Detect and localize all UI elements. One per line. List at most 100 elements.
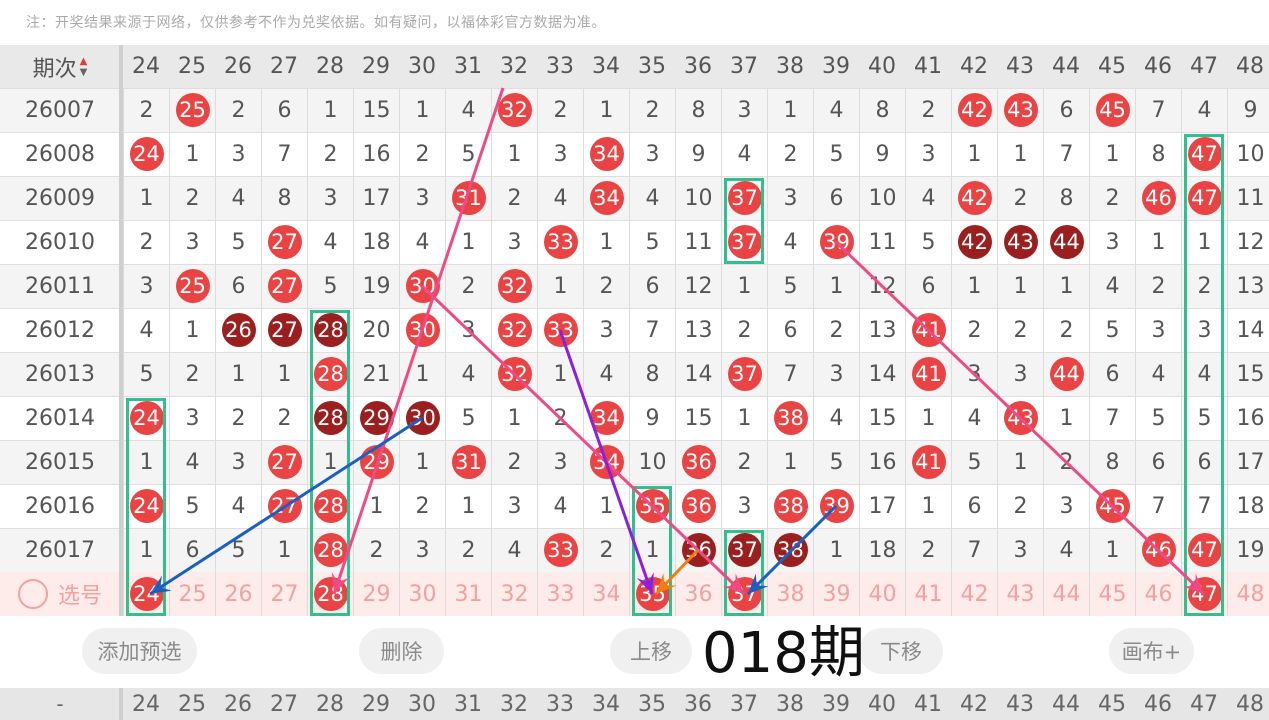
- select-number-cell[interactable]: 36: [675, 572, 721, 616]
- select-number-cell[interactable]: 34: [583, 572, 629, 616]
- select-number-cell[interactable]: 46: [1135, 572, 1181, 616]
- omission-count: 16: [1236, 405, 1265, 431]
- select-number-label[interactable]: 选号: [0, 572, 120, 616]
- table-cell: 1: [1181, 220, 1227, 264]
- select-number-cell[interactable]: 44: [1043, 572, 1089, 616]
- omission-count: 4: [645, 185, 660, 211]
- omission-count: 1: [323, 97, 338, 123]
- select-number-cell[interactable]: 31: [445, 572, 491, 616]
- issue-number: 26008: [25, 141, 95, 167]
- issue-column-header[interactable]: 期次 ▲ ▼: [0, 45, 120, 88]
- omission-count: 13: [868, 317, 897, 343]
- table-row: 26011 3 25 6 27 5 19 30 2 32 1 2 6 12 1 5 1 12 6 1 1 1 4 2 2 13: [0, 264, 1269, 308]
- drawn-number-ball: 38: [773, 533, 808, 567]
- omission-count: 3: [507, 493, 522, 519]
- omission-count: 15: [362, 97, 391, 123]
- table-cell: 33: [537, 528, 583, 572]
- omission-count: 3: [507, 229, 522, 255]
- table-cell: 39: [813, 484, 859, 528]
- column-header: 36: [684, 54, 712, 79]
- table-cell: 5: [813, 440, 859, 484]
- table-cell: 5: [813, 132, 859, 176]
- issue-header-label: 期次: [32, 56, 77, 82]
- table-cell: 3: [1135, 308, 1181, 352]
- radio-circle-icon[interactable]: [17, 579, 48, 609]
- select-number-cell[interactable]: 38: [767, 572, 813, 616]
- table-cell: 3: [905, 132, 951, 176]
- table-cell: 4: [537, 484, 583, 528]
- select-number-cell[interactable]: 29: [353, 572, 399, 616]
- drawn-number-ball: 38: [773, 489, 808, 523]
- table-cell: 32: [491, 352, 537, 396]
- omission-count: 4: [599, 361, 614, 387]
- omission-count: 7: [1151, 493, 1166, 519]
- select-number-cell[interactable]: 35: [629, 572, 675, 616]
- omission-count: 7: [1151, 97, 1166, 123]
- omission-count: 5: [1151, 405, 1166, 431]
- omission-count: 1: [921, 405, 936, 431]
- table-cell: 4: [583, 352, 629, 396]
- select-number-cell[interactable]: 41: [905, 572, 951, 616]
- footer-number: 44: [1052, 691, 1080, 717]
- add-preselect-button[interactable]: 添加预选: [82, 628, 197, 674]
- table-cell: 44: [1043, 352, 1089, 396]
- select-number-cell[interactable]: 48: [1227, 572, 1269, 616]
- table-cell: 46: [1135, 528, 1181, 572]
- table-cell: 6: [1089, 352, 1135, 396]
- table-cell: 36: [675, 440, 721, 484]
- select-number-cell[interactable]: 40: [859, 572, 905, 616]
- table-cell: 12: [1227, 220, 1269, 264]
- issue-number: 26013: [25, 361, 95, 387]
- select-number-cell[interactable]: 37: [721, 572, 767, 616]
- issue-number: 26017: [25, 537, 95, 563]
- omission-count: 3: [967, 361, 982, 387]
- column-header: 40: [868, 54, 896, 79]
- select-number-cell[interactable]: 47: [1181, 572, 1227, 616]
- table-cell: 7: [1089, 396, 1135, 440]
- table-cell: 8: [629, 352, 675, 396]
- select-number-cell[interactable]: 26: [215, 572, 261, 616]
- select-number-cell[interactable]: 33: [537, 572, 583, 616]
- select-number-cell[interactable]: 24: [123, 572, 169, 616]
- select-number-cell[interactable]: 32: [491, 572, 537, 616]
- omission-count: 1: [737, 273, 752, 299]
- select-number-cell[interactable]: 27: [261, 572, 307, 616]
- omission-count: 4: [829, 97, 844, 123]
- sort-up-down-icon[interactable]: ▲ ▼: [79, 55, 88, 78]
- select-number-cell[interactable]: 43: [997, 572, 1043, 616]
- omission-count: 2: [921, 537, 936, 563]
- omission-count: 7: [1197, 493, 1212, 519]
- omission-count: 1: [1059, 405, 1074, 431]
- select-number-row: 选号 24 25 26 27 28 29 30 31 32 33 34 35 36 37 38 39 40 41 42…: [0, 572, 1269, 616]
- omission-count: 2: [1013, 185, 1028, 211]
- omission-count: 2: [737, 449, 752, 475]
- table-cell: 3: [491, 484, 537, 528]
- table-cell: 5: [445, 132, 491, 176]
- column-header: 38: [776, 54, 804, 79]
- footer-row: - 24 25 26 27 28 29 30 31 32 33 34 35 36 37 38 39 40 41 42…: [0, 688, 1269, 720]
- move-up-button[interactable]: 上移: [610, 628, 692, 674]
- table-cell: 28: [307, 484, 353, 528]
- select-number-cell[interactable]: 42: [951, 572, 997, 616]
- drawn-number-ball: 41: [911, 357, 946, 391]
- omission-count: 2: [1059, 317, 1074, 343]
- select-number-cell[interactable]: 30: [399, 572, 445, 616]
- omission-count: 14: [1236, 317, 1265, 343]
- select-number-cell[interactable]: 25: [169, 572, 215, 616]
- select-number-cell[interactable]: 28: [307, 572, 353, 616]
- row-divider: [0, 264, 1269, 265]
- table-cell: 1: [1089, 132, 1135, 176]
- move-down-button[interactable]: 下移: [859, 628, 943, 674]
- select-number-cell[interactable]: 39: [813, 572, 859, 616]
- omission-count: 3: [415, 537, 430, 563]
- table-cell: 10: [629, 440, 675, 484]
- select-number-cell[interactable]: 45: [1089, 572, 1135, 616]
- omission-count: 1: [967, 273, 982, 299]
- table-cell: 4: [445, 88, 491, 132]
- drawn-number-ball: 43: [1003, 401, 1038, 435]
- issue-number: 26012: [25, 317, 95, 343]
- omission-count: 8: [691, 97, 706, 123]
- delete-button[interactable]: 删除: [359, 628, 444, 674]
- table-cell: 14: [859, 352, 905, 396]
- canvas-plus-button[interactable]: 画布+: [1109, 628, 1194, 674]
